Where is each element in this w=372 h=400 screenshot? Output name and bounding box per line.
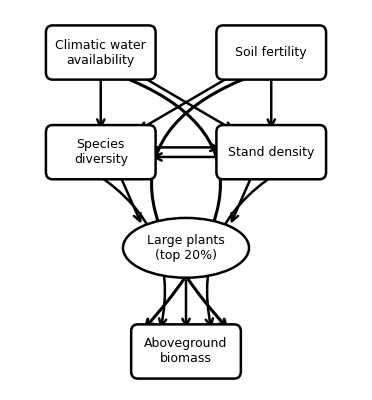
FancyBboxPatch shape [217, 125, 326, 179]
Text: Aboveground
biomass: Aboveground biomass [144, 338, 228, 366]
FancyBboxPatch shape [217, 26, 326, 80]
FancyBboxPatch shape [131, 324, 241, 378]
Text: Soil fertility: Soil fertility [235, 46, 307, 59]
FancyBboxPatch shape [46, 125, 155, 179]
FancyBboxPatch shape [46, 26, 155, 80]
Text: Climatic water
availability: Climatic water availability [55, 38, 146, 66]
Text: Species
diversity: Species diversity [74, 138, 128, 166]
Ellipse shape [123, 218, 249, 278]
Text: Large plants
(top 20%): Large plants (top 20%) [147, 234, 225, 262]
Text: Stand density: Stand density [228, 146, 314, 159]
